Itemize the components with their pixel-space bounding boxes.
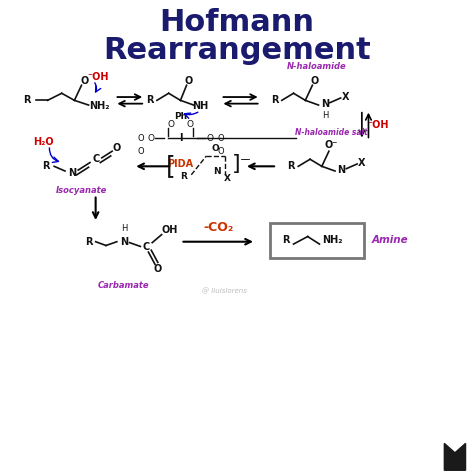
Text: Isocyanate: Isocyanate (56, 186, 107, 195)
Text: N: N (213, 166, 220, 175)
Text: X: X (224, 173, 231, 182)
Text: C: C (92, 154, 99, 164)
Text: ]⁻: ]⁻ (231, 154, 252, 174)
Text: ⁻OH: ⁻OH (87, 72, 109, 82)
Text: X: X (342, 91, 349, 101)
Text: O: O (185, 75, 193, 85)
Text: N-haloamide salt: N-haloamide salt (295, 128, 368, 137)
Text: N: N (120, 237, 128, 246)
Text: @ lluislorens: @ lluislorens (202, 288, 247, 294)
Text: OH: OH (162, 225, 178, 235)
Text: X: X (358, 157, 365, 167)
Text: N: N (68, 168, 76, 178)
Text: O: O (206, 134, 213, 143)
Text: O: O (212, 144, 219, 153)
Text: [: [ (166, 155, 176, 178)
Text: R: R (180, 172, 187, 181)
Text: H₂O: H₂O (34, 137, 54, 147)
Text: O: O (80, 75, 89, 85)
Text: R: R (271, 95, 278, 105)
Text: O: O (186, 120, 193, 129)
Text: O: O (137, 134, 144, 143)
Text: NH: NH (192, 101, 209, 111)
Text: O: O (167, 120, 174, 129)
Text: R: R (24, 95, 31, 105)
Text: C: C (143, 242, 150, 252)
Text: R: R (85, 237, 92, 246)
Text: O: O (113, 144, 121, 154)
Text: -CO₂: -CO₂ (203, 221, 233, 234)
Text: H: H (121, 224, 127, 233)
Text: R: R (282, 235, 289, 246)
Text: Ph: Ph (174, 112, 187, 121)
Text: O: O (217, 147, 224, 156)
Text: R: R (287, 161, 295, 171)
Text: O: O (137, 147, 144, 156)
Text: I: I (179, 133, 182, 143)
Text: H: H (322, 111, 328, 120)
Text: O: O (148, 134, 155, 143)
Text: O⁻: O⁻ (325, 140, 338, 150)
Text: Hofmann: Hofmann (159, 8, 315, 37)
Text: Carbamate: Carbamate (98, 281, 150, 290)
Text: O: O (154, 264, 162, 274)
FancyBboxPatch shape (270, 223, 364, 258)
Text: NH₂: NH₂ (89, 101, 109, 111)
Text: Amine: Amine (372, 235, 409, 246)
Text: R: R (42, 161, 50, 171)
Text: R: R (146, 95, 154, 105)
Polygon shape (444, 443, 465, 470)
Text: O: O (217, 134, 224, 143)
Text: NH₂: NH₂ (322, 235, 343, 246)
Text: N: N (321, 99, 329, 109)
Text: Rearrangement: Rearrangement (103, 36, 371, 65)
Text: N-haloamide: N-haloamide (287, 62, 347, 71)
Text: N: N (337, 165, 346, 175)
Text: PIDA: PIDA (167, 159, 193, 169)
Text: ⁻OH: ⁻OH (368, 120, 389, 130)
Text: O: O (310, 75, 319, 85)
